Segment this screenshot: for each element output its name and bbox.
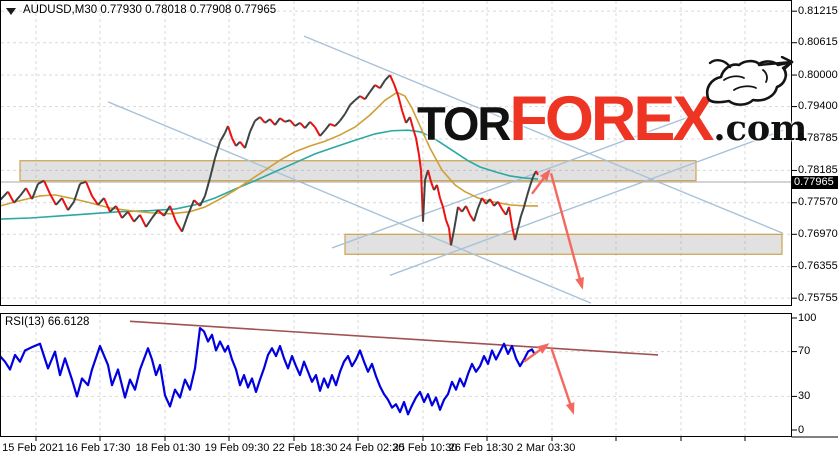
rsi-legend: RSI(13) 66.6128 (5, 316, 90, 328)
rsi-tick-label: 0 (798, 423, 805, 436)
rsi-tick-label: 70 (798, 345, 811, 358)
rsi-tick-label: 100 (798, 311, 817, 324)
price-tick-label: 0.80615 (798, 36, 838, 49)
rsi-panel-border (0, 313, 792, 437)
time-tick-label: 19 Feb 09:30 (204, 442, 270, 454)
price-tick-label: 0.77570 (798, 196, 838, 209)
price-tick-label: 0.81215 (798, 4, 838, 17)
forecast-arrow (549, 346, 575, 415)
time-tick-label: 15 Feb 2021 (2, 442, 64, 454)
price-tick-label: 0.76355 (798, 260, 838, 273)
price-panel-border (0, 0, 792, 306)
rsi-tick-label: 30 (798, 389, 811, 402)
current-price-badge: 0.77965 (791, 176, 838, 189)
rsi-descending-trendline (129, 320, 659, 356)
forecast-arrow (549, 173, 584, 290)
resistance-zone (19, 160, 697, 182)
price-tick-label: 0.75755 (798, 291, 838, 304)
forecast-arrow (523, 343, 550, 363)
ma-fast-line (0, 91, 538, 215)
time-tick-label: 16 Feb 17:30 (65, 442, 131, 454)
candlestick-series (0, 74, 539, 246)
symbol-legend: AUDUSD,M30 0.77930 0.78018 0.77908 0.779… (4, 4, 276, 16)
time-tick-label: 26 Feb 18:30 (448, 442, 514, 454)
price-tick-label: 0.80000 (798, 68, 838, 81)
chevron-down-icon (6, 7, 16, 15)
descending-channel-lower (107, 101, 592, 304)
forecast-arrow (531, 168, 551, 195)
rsi-line (0, 326, 536, 416)
price-tick-label: 0.78185 (798, 163, 838, 176)
support-zone (344, 233, 783, 255)
time-tick-label: 24 Feb 02:30 (339, 442, 405, 454)
price-tick-label: 0.76970 (798, 227, 838, 240)
price-tick-label: 0.79400 (798, 100, 838, 113)
ascending-channel-upper (331, 112, 701, 249)
time-tick-label: 25 Feb 10:30 (392, 442, 458, 454)
time-tick-label: 2 Mar 03:30 (516, 442, 576, 454)
symbol-legend-text: AUDUSD,M30 0.77930 0.78018 0.77908 0.779… (23, 4, 277, 16)
time-tick-label: 22 Feb 18:30 (272, 442, 338, 454)
price-tick-label: 0.78785 (798, 132, 838, 145)
time-tick-label: 18 Feb 01:30 (135, 442, 201, 454)
ascending-channel-lower (389, 129, 784, 276)
descending-channel-upper (303, 35, 784, 234)
bull-icon (705, 56, 794, 106)
